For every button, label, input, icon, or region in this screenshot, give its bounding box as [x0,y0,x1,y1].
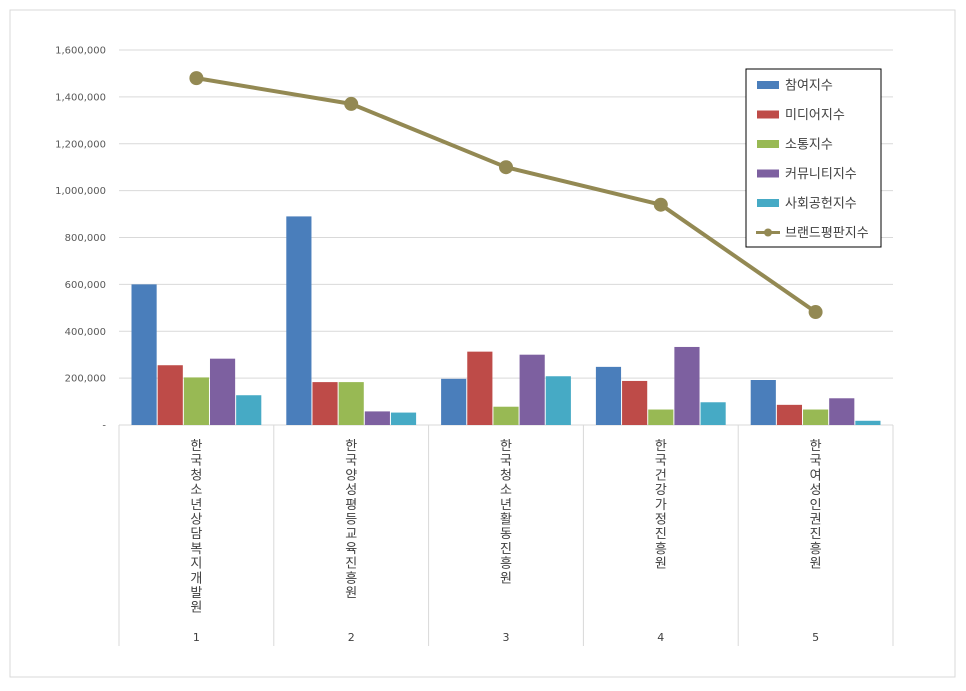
bar [493,406,519,425]
y-tick-label: 600,000 [65,280,106,291]
legend-label: 사회공헌지수 [785,197,857,212]
bar [648,409,674,425]
bar [700,402,726,425]
legend-line-marker [764,228,772,237]
legend-box [745,68,882,248]
rank-label: 5 [812,631,819,644]
bar [157,365,183,425]
bar [674,346,700,425]
line-point [653,197,668,212]
bar [750,380,776,425]
bar [519,354,545,425]
bar [855,420,881,425]
bar [622,380,648,425]
line-point [499,160,513,175]
x-axis: 한 국 청 소 년 상 담 복 지 개 발 원 1 한 국 양 성 평 등 교 육 진 흥 원 2 한 국 청 소 년 활 동 진 흥 원 3 한 국 건 강… [118,424,894,646]
rank-label: 1 [193,631,200,644]
bars [131,216,881,425]
line-series [189,71,823,320]
bar [441,378,467,425]
bar [390,412,417,425]
bar [467,351,493,425]
y-tick-label: 1,600,000 [55,46,106,57]
line-point [344,96,359,111]
bar [829,398,855,425]
bar [364,411,390,425]
bar [803,409,829,425]
rank-label: 2 [348,631,355,644]
bar [286,216,312,425]
y-axis-ticks: - 200,000 400,000 600,000 800,000 1,000,000 1,… [55,46,106,432]
bar [338,382,364,425]
y-tick-label: 200,000 [65,374,106,385]
legend-swatch [757,169,779,178]
y-tick-label: 800,000 [65,233,106,244]
rank-label: 3 [503,631,510,644]
y-tick-label: 1,400,000 [55,92,106,103]
y-tick-label: 1,000,000 [55,186,106,197]
bar [236,395,262,425]
y-tick-label: 1,200,000 [55,139,106,150]
bar [776,404,803,425]
legend-label: 커뮤니티지수 [785,167,857,182]
legend-swatch [757,81,779,89]
legend-label: 참여지수 [785,79,833,94]
legend-label: 브랜드평판지수 [785,226,869,241]
bar [183,377,209,425]
legend-label: 미디어지수 [785,108,845,123]
legend-label: 소통지수 [785,138,833,153]
line-point [189,71,204,86]
line-point [808,305,823,320]
bar [312,382,338,425]
y-tick-label: 400,000 [65,327,106,338]
rank-label: 4 [657,631,664,644]
y-tick-label: - [102,421,106,432]
legend-swatch [757,140,779,148]
legend-swatch [757,110,779,119]
bar [545,376,571,425]
legend-swatch [757,199,779,207]
bar [595,366,622,425]
bar [131,284,157,425]
bar [209,358,236,425]
